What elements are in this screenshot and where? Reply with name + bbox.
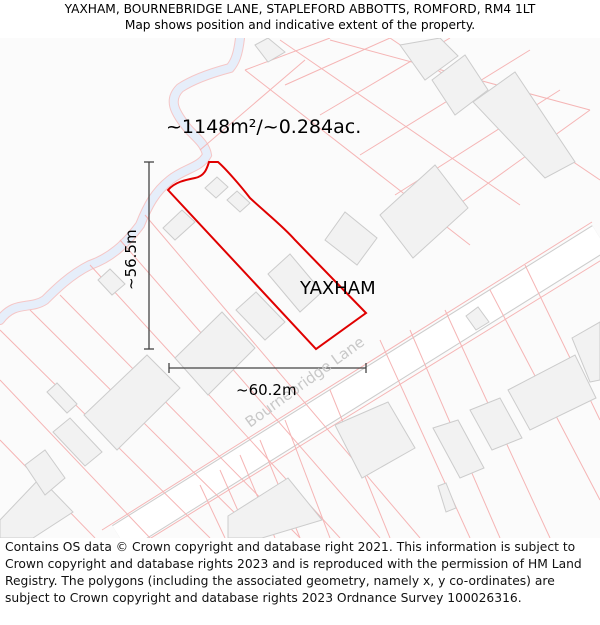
property-name-label: YAXHAM bbox=[299, 278, 376, 299]
map-subtitle: Map shows position and indicative extent… bbox=[124, 18, 476, 32]
width-measure-line bbox=[168, 363, 367, 373]
stream bbox=[0, 38, 245, 325]
height-measure-line bbox=[144, 161, 154, 350]
width-measure-label: ~60.2m bbox=[236, 381, 297, 399]
property-boundary[interactable] bbox=[166, 161, 368, 351]
property-map[interactable]: Bournebridge Lane ~1148m²/~0.284ac. YAXH… bbox=[0, 38, 600, 538]
copyright-notice: Contains OS data © Crown copyright and d… bbox=[5, 540, 582, 605]
area-label: ~1148m²/~0.284ac. bbox=[166, 116, 361, 138]
height-measure-label: ~56.5m bbox=[122, 229, 140, 290]
buildings bbox=[0, 38, 600, 538]
road-bournebridge-lane bbox=[101, 221, 600, 538]
map-header: YAXHAM, BOURNEBRIDGE LANE, STAPLEFORD AB… bbox=[0, 0, 600, 38]
property-address-title: YAXHAM, BOURNEBRIDGE LANE, STAPLEFORD AB… bbox=[64, 2, 536, 16]
